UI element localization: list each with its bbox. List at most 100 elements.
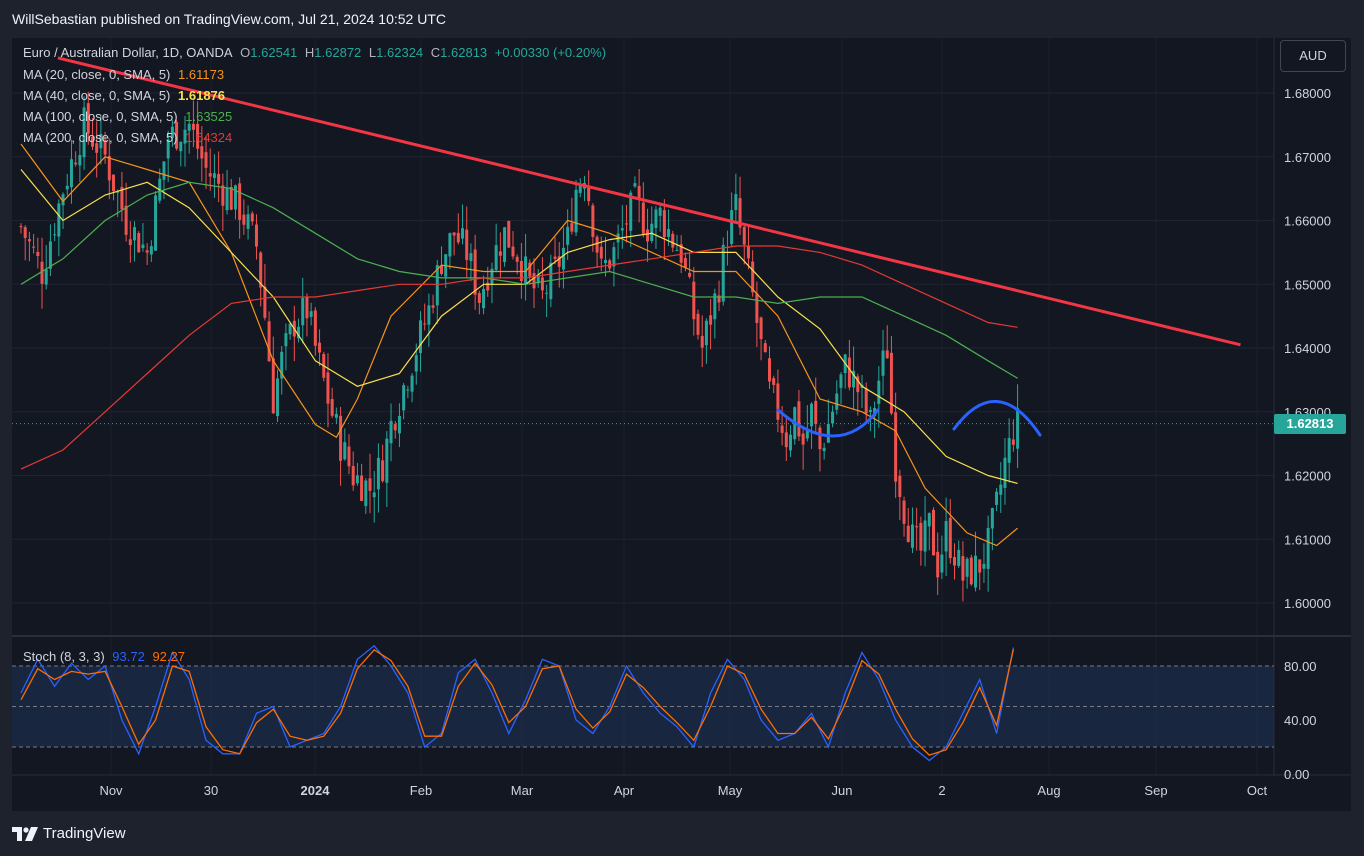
candle-body — [587, 187, 591, 202]
stoch-d-value: 92.27 — [152, 649, 185, 664]
candle-body — [906, 525, 910, 542]
candle-body — [889, 352, 893, 414]
y-tick-label: 1.68000 — [1284, 86, 1331, 101]
legend-ma20-row: MA (20, close, 0, SMA, 5) 1.61173 — [23, 67, 228, 82]
candle-body — [721, 244, 725, 302]
candle-body — [961, 556, 965, 581]
candle-body — [229, 186, 233, 210]
candle-body — [574, 189, 578, 233]
trendline-layer — [57, 56, 1241, 347]
candle-body — [599, 246, 603, 259]
y-tick-label: 1.61000 — [1284, 532, 1331, 547]
ma-line-1 — [20, 169, 1018, 484]
stoch-tick-label: 40.00 — [1284, 713, 1317, 728]
candle-body — [999, 484, 1003, 495]
candle-body — [625, 223, 629, 225]
y-tick-label: 1.65000 — [1284, 277, 1331, 292]
candle-body — [826, 423, 830, 443]
candle-body — [334, 413, 338, 418]
candle-body — [137, 233, 141, 253]
candle-body — [133, 227, 137, 241]
candle-body — [364, 480, 368, 507]
chart-area[interactable]: 1.68000 1.67000 1.66000 1.65000 1.64000 1.630… — [12, 38, 1351, 811]
x-tick-label: Mar — [511, 783, 534, 798]
candle-body — [116, 191, 120, 193]
y-tick-label: 1.64000 — [1284, 341, 1331, 356]
candle-body — [591, 205, 595, 237]
candle-body — [755, 293, 759, 323]
candle-body — [784, 432, 788, 448]
candle-body — [751, 261, 755, 293]
candle-body — [414, 355, 418, 372]
candle-body — [208, 173, 212, 177]
candle-body — [473, 249, 477, 295]
candle-body — [915, 526, 919, 528]
candle-body — [339, 415, 343, 461]
candle-body — [902, 500, 906, 524]
candle-body — [1011, 439, 1015, 445]
candle-body — [448, 233, 452, 257]
candle-body — [204, 152, 208, 168]
candle-body — [263, 286, 267, 318]
candle-body — [276, 378, 280, 417]
y-tick-label: 1.66000 — [1284, 214, 1331, 229]
legend-stoch-row: Stoch (8, 3, 3) 93.72 92.27 — [23, 649, 189, 664]
candle-body — [578, 184, 582, 193]
candle-body — [986, 527, 990, 569]
candle-body — [524, 256, 528, 284]
candle-body — [494, 245, 498, 270]
x-tick-label: May — [718, 783, 743, 798]
x-tick-label: Apr — [614, 783, 635, 798]
candle-body — [734, 194, 738, 211]
candle-body — [805, 428, 809, 439]
candle-body — [431, 305, 435, 308]
candle-body — [250, 213, 254, 222]
candle-body — [738, 198, 742, 228]
candle-body — [515, 256, 519, 262]
candle-body — [953, 557, 957, 566]
candle-body — [175, 121, 179, 149]
candle-body — [427, 305, 431, 325]
candle-body — [1016, 408, 1020, 449]
x-tick-label: Oct — [1247, 783, 1268, 798]
candle-body — [852, 370, 856, 388]
candle-body — [418, 320, 422, 353]
chart-svg[interactable]: 1.680001.670001.660001.650001.640001.630… — [12, 38, 1351, 811]
ma40-value: 1.61876 — [178, 88, 226, 103]
candle-body — [856, 376, 860, 393]
tradingview-logo[interactable]: TradingView — [12, 825, 126, 842]
candle-body — [393, 424, 397, 431]
candle-body — [149, 246, 153, 255]
candles — [19, 91, 1020, 602]
footer: TradingView — [0, 811, 1364, 856]
candle-body — [927, 513, 931, 527]
candle-body — [183, 129, 187, 144]
candle-body — [200, 146, 204, 159]
candle-body — [557, 256, 561, 267]
candle-body — [32, 246, 36, 248]
ma40-label: MA (40, close, 0, SMA, 5) — [23, 88, 171, 103]
x-tick-label: Feb — [410, 783, 432, 798]
candle-body — [881, 350, 885, 376]
candle-body — [65, 185, 69, 190]
candle-body — [742, 227, 746, 245]
candle-body — [246, 214, 250, 229]
candle-body — [90, 136, 94, 147]
candle-body — [704, 320, 708, 346]
candle-body — [259, 252, 263, 288]
candle-body — [355, 475, 359, 484]
candle-body — [48, 241, 52, 269]
stochastic-pane — [12, 644, 1274, 762]
x-tick-label: Jun — [832, 783, 853, 798]
candle-body — [662, 210, 666, 238]
candle-body — [112, 174, 116, 192]
candle-body — [326, 372, 330, 404]
candle-body — [940, 554, 944, 573]
tradingview-logo-icon — [12, 826, 38, 841]
candle-body — [297, 326, 301, 339]
candle-body — [667, 229, 671, 237]
open-label: O — [240, 45, 251, 60]
candle-body — [780, 425, 784, 433]
currency-button[interactable]: AUD — [1280, 40, 1346, 72]
x-tick-label: 30 — [204, 783, 218, 798]
